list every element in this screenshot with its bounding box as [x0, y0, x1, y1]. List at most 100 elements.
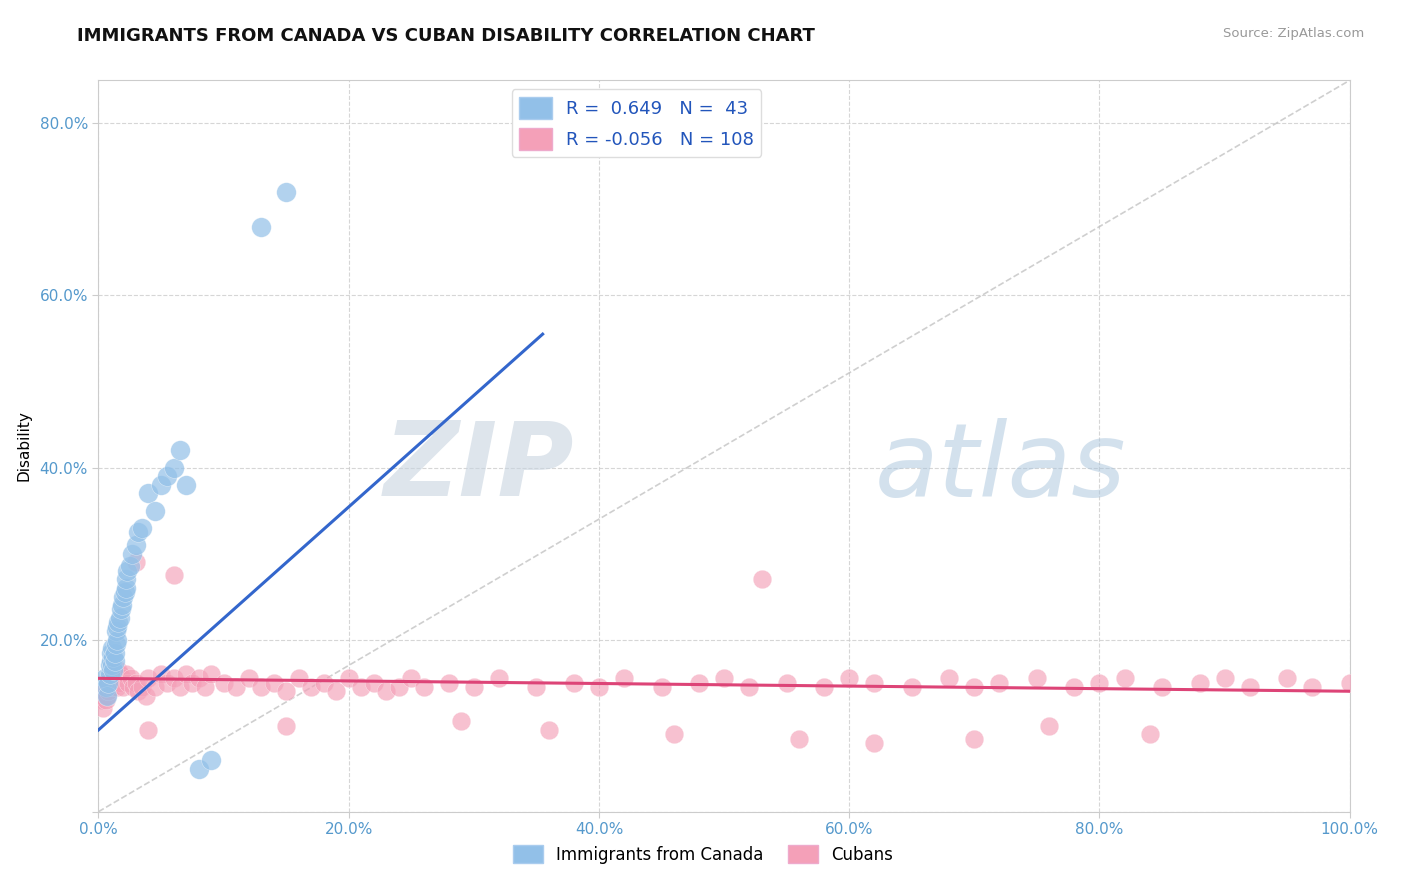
Point — [1088, 675, 1111, 690]
Point — [98, 667, 121, 681]
Point — [98, 671, 121, 685]
Text: atlas: atlas — [875, 418, 1126, 518]
Point — [105, 671, 128, 685]
Point — [100, 646, 122, 660]
Point — [101, 671, 124, 685]
Text: ZIP: ZIP — [384, 417, 574, 518]
Point — [107, 615, 129, 630]
Point — [263, 675, 285, 690]
Point — [138, 723, 160, 737]
Point — [115, 667, 138, 681]
Y-axis label: Disability: Disability — [17, 410, 31, 482]
Point — [100, 675, 122, 690]
Point — [562, 675, 585, 690]
Point — [325, 684, 347, 698]
Point — [100, 667, 122, 681]
Point — [125, 538, 148, 552]
Point — [104, 624, 127, 638]
Point — [375, 684, 398, 698]
Point — [138, 486, 160, 500]
Point — [738, 680, 761, 694]
Point — [250, 219, 273, 234]
Point — [162, 568, 184, 582]
Point — [127, 524, 149, 539]
Point — [588, 680, 610, 694]
Point — [363, 675, 385, 690]
Point — [91, 693, 114, 707]
Point — [1139, 727, 1161, 741]
Point — [96, 689, 118, 703]
Legend: Immigrants from Canada, Cubans: Immigrants from Canada, Cubans — [506, 838, 900, 871]
Point — [194, 680, 217, 694]
Point — [1038, 719, 1060, 733]
Point — [274, 185, 298, 199]
Point — [212, 675, 235, 690]
Point — [96, 680, 118, 694]
Point — [1239, 680, 1261, 694]
Point — [181, 675, 204, 690]
Point — [110, 602, 132, 616]
Point — [104, 637, 127, 651]
Point — [1188, 675, 1211, 690]
Point — [337, 671, 360, 685]
Point — [107, 671, 129, 685]
Point — [98, 658, 121, 673]
Point — [250, 680, 273, 694]
Point — [117, 675, 139, 690]
Point — [104, 675, 127, 690]
Point — [1150, 680, 1173, 694]
Point — [97, 675, 120, 690]
Point — [125, 675, 148, 690]
Point — [111, 598, 134, 612]
Point — [131, 521, 153, 535]
Point — [121, 547, 143, 561]
Point — [93, 701, 115, 715]
Point — [105, 680, 128, 694]
Point — [104, 654, 127, 668]
Point — [103, 675, 125, 690]
Point — [963, 680, 986, 694]
Point — [1301, 680, 1323, 694]
Point — [138, 671, 160, 685]
Point — [388, 680, 411, 694]
Point — [108, 667, 131, 681]
Point — [115, 581, 138, 595]
Point — [114, 585, 136, 599]
Point — [1114, 671, 1136, 685]
Point — [101, 658, 124, 673]
Point — [713, 671, 735, 685]
Point — [100, 654, 122, 668]
Point — [463, 680, 485, 694]
Point — [104, 667, 127, 681]
Point — [97, 684, 120, 698]
Point — [938, 671, 960, 685]
Point — [103, 649, 125, 664]
Point — [104, 671, 127, 685]
Point — [488, 671, 510, 685]
Point — [863, 675, 886, 690]
Point — [287, 671, 309, 685]
Point — [97, 675, 120, 690]
Point — [174, 477, 197, 491]
Legend: R =  0.649   N =  43, R = -0.056   N = 108: R = 0.649 N = 43, R = -0.056 N = 108 — [512, 89, 761, 157]
Point — [1339, 675, 1361, 690]
Point — [238, 671, 260, 685]
Point — [225, 680, 247, 694]
Point — [101, 680, 124, 694]
Point — [103, 667, 125, 681]
Point — [150, 667, 173, 681]
Point — [776, 675, 799, 690]
Point — [107, 663, 129, 677]
Point — [450, 714, 472, 729]
Point — [1063, 680, 1085, 694]
Point — [350, 680, 373, 694]
Point — [437, 675, 460, 690]
Point — [143, 503, 166, 517]
Point — [105, 632, 128, 647]
Point — [688, 675, 710, 690]
Point — [537, 723, 560, 737]
Point — [98, 680, 121, 694]
Point — [96, 689, 118, 703]
Point — [1277, 671, 1299, 685]
Point — [93, 684, 115, 698]
